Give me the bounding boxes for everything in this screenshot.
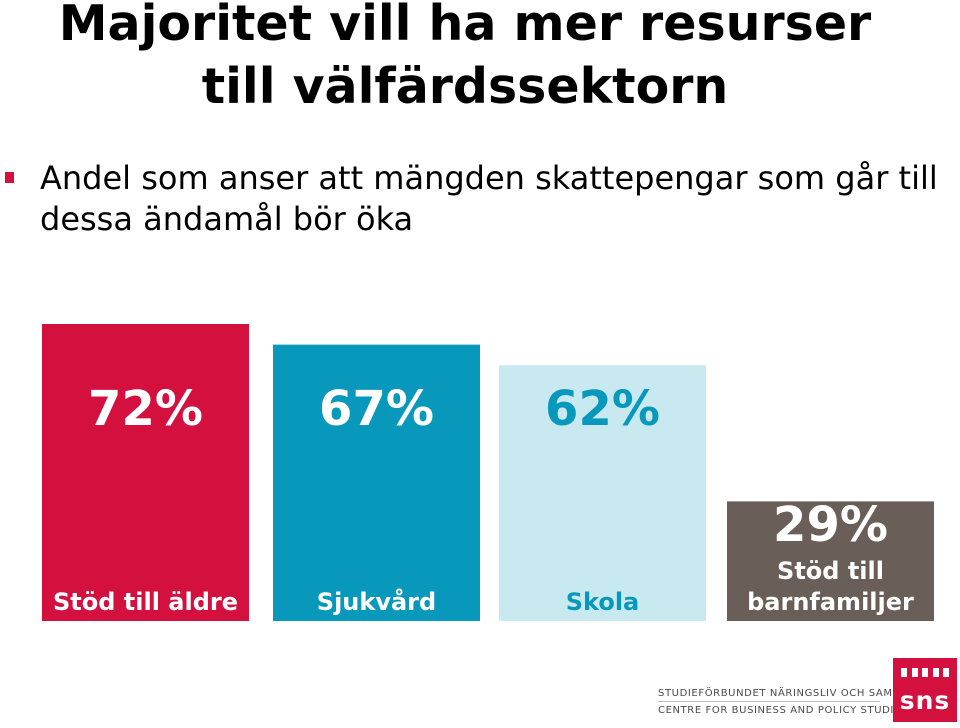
sns-logo: sns bbox=[893, 658, 957, 722]
title-line-2: till välfärdssektorn bbox=[201, 58, 729, 115]
bar-4 bbox=[727, 501, 934, 621]
category-label-1: Stöd till äldre bbox=[53, 588, 238, 616]
bullet-marker bbox=[5, 172, 14, 183]
bullet-text: Andel som anser att mängden skattepengar… bbox=[40, 159, 938, 238]
category-label-3: Skola bbox=[566, 588, 640, 616]
footer-org-english: CENTRE FOR BUSINESS AND POLICY STUDIES bbox=[658, 705, 908, 716]
value-label-1: 72% bbox=[88, 381, 203, 437]
category-label-4-line-1: Stöd till bbox=[777, 557, 884, 585]
bar-2 bbox=[273, 344, 480, 621]
logo-stripes bbox=[901, 668, 949, 677]
bar-3 bbox=[499, 365, 706, 621]
value-label-3: 62% bbox=[545, 381, 660, 437]
footer-divider bbox=[658, 701, 880, 702]
category-label-4-line-2: barnfamiljer bbox=[747, 588, 914, 616]
title-line-1: Majoritet vill ha mer resurser bbox=[58, 0, 872, 52]
logo-text: sns bbox=[899, 686, 951, 715]
value-label-4: 29% bbox=[773, 497, 888, 553]
category-label-2: Sjukvård bbox=[317, 587, 436, 616]
page-title: Majoritet vill ha mer resurser till välf… bbox=[0, 0, 930, 118]
footer-org-swedish: STUDIEFÖRBUNDET NÄRINGSLIV OCH SAMHÄLLE bbox=[658, 688, 928, 699]
value-label-2: 67% bbox=[319, 381, 434, 437]
bar-1 bbox=[42, 324, 249, 621]
